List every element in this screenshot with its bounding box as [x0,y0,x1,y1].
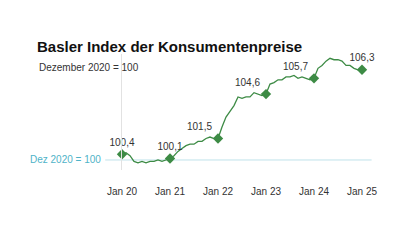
svg-text:Basler Index der Konsumentenpr: Basler Index der Konsumentenpreise [37,38,302,55]
svg-text:104,6: 104,6 [235,77,260,88]
svg-text:Jan 20: Jan 20 [107,186,137,197]
svg-text:106,3: 106,3 [349,52,374,63]
svg-text:Jan 25: Jan 25 [347,186,377,197]
svg-text:100,1: 100,1 [157,141,182,152]
svg-text:Jan 24: Jan 24 [299,186,329,197]
svg-text:105,7: 105,7 [283,61,308,72]
svg-text:100,4: 100,4 [109,137,134,148]
svg-text:Dez 2020 = 100: Dez 2020 = 100 [30,154,101,165]
svg-text:101,5: 101,5 [187,121,212,132]
svg-text:Jan 22: Jan 22 [203,186,233,197]
svg-text:Jan 23: Jan 23 [251,186,281,197]
svg-text:Jan 21: Jan 21 [155,186,185,197]
svg-text:Dezember 2020 = 100: Dezember 2020 = 100 [39,62,139,73]
